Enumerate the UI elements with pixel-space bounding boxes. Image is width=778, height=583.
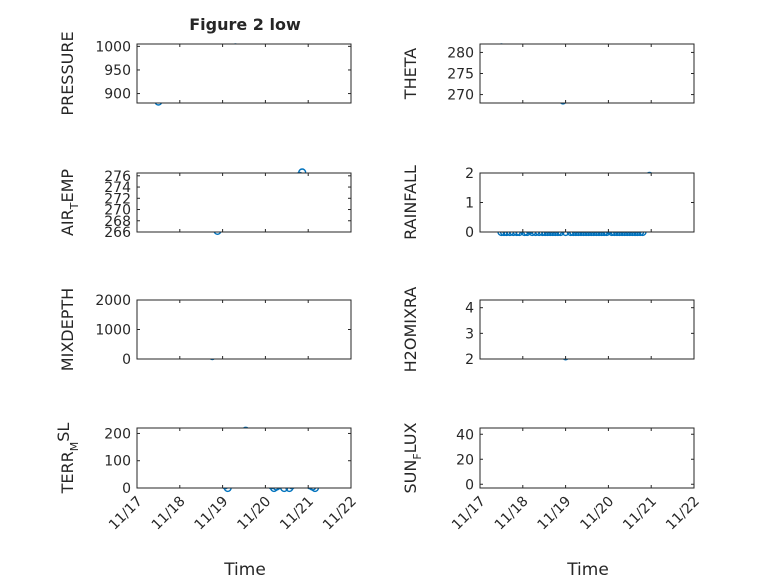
y-tick-label: 276	[104, 169, 131, 185]
y-tick-label: 4	[465, 301, 474, 317]
y-axis-label-subscript: T	[68, 202, 81, 210]
y-axis-label: THETA	[401, 48, 420, 100]
y-tick-label: 900	[104, 87, 131, 103]
subplot-5: 0 1000 2000 MIXDEPTH	[58, 288, 352, 371]
y-axis-label: PRESSURE	[58, 31, 77, 115]
y-tick-label: 0	[122, 481, 131, 497]
y-axis-label-rest: LUX	[401, 422, 420, 453]
y-tick-label: 2000	[95, 293, 131, 309]
figure-title: Figure 2 low	[189, 15, 301, 34]
axes-box	[136, 43, 352, 104]
y-axis-label: SUNFLUX	[401, 422, 424, 493]
axes-box	[136, 427, 352, 489]
axes-box	[136, 172, 352, 233]
x-tick-label: 11/20	[577, 494, 617, 534]
y-tick-label: 0	[465, 225, 474, 241]
y-tick-label: 0	[122, 352, 131, 368]
subplot-2: 270 275 280 THETA	[401, 43, 695, 105]
y-tick-label: 280	[447, 45, 474, 61]
y-tick-label: 20	[456, 452, 474, 468]
x-tick-label: 11/17	[106, 494, 146, 534]
y-axis-label-subscript: M	[68, 442, 81, 452]
x-tick-label: 11/22	[320, 494, 360, 534]
x-tick-label: 11/19	[535, 494, 575, 534]
y-tick-label: 270	[447, 88, 474, 104]
y-axis-label-main: TERR	[58, 451, 77, 494]
y-axis-label: H2OMIXRA	[401, 287, 420, 373]
y-tick-label: 275	[447, 67, 474, 83]
y-tick-label: 950	[104, 63, 131, 79]
y-tick-label: 272	[104, 191, 131, 207]
y-tick-label: 270	[104, 203, 131, 219]
subplot-6: 2 3 4 H2OMIXRA	[401, 287, 695, 373]
x-tick-label: 11/21	[620, 494, 660, 534]
y-tick-label: 2	[465, 352, 474, 368]
y-tick-label: 266	[104, 225, 131, 241]
y-tick-label: 3	[465, 326, 474, 342]
axes-box	[479, 299, 695, 360]
y-tick-label: 274	[104, 180, 131, 196]
y-axis-label-main: SUN	[401, 460, 420, 494]
y-axis-label: MIXDEPTH	[58, 288, 77, 371]
subplot-8: 0 20 40 11/17 11/18 11/19 11/20 11/21 11/22 SUNFL…	[401, 422, 703, 533]
axes-box	[479, 172, 695, 233]
y-tick-label: 268	[104, 214, 131, 230]
y-tick-label: 2	[465, 166, 474, 182]
y-axis-label: TERRMSL	[54, 423, 81, 495]
y-axis-label-superscript: SL	[54, 423, 73, 442]
y-axis-label: RAINFALL	[401, 165, 420, 240]
y-tick-label: 100	[104, 454, 131, 470]
x-tick-label: 11/22	[663, 494, 703, 534]
x-tick-label: 11/17	[449, 494, 489, 534]
y-tick-label: 0	[465, 477, 474, 493]
x-tick-label: 11/19	[192, 494, 232, 534]
x-tick-label: 11/20	[234, 494, 274, 534]
y-tick-label: 1000	[95, 39, 131, 55]
y-tick-label: 40	[456, 427, 474, 443]
y-axis-label: AIRTEMP	[58, 169, 81, 236]
y-axis-label-rest: EMP	[58, 169, 77, 203]
subplot-4: 0 1 2 RAINFALL	[401, 165, 695, 241]
axes-box	[136, 299, 352, 360]
x-tick-label: 11/18	[149, 494, 189, 534]
y-axis-label-main: AIR	[58, 209, 77, 236]
axes-box	[479, 43, 695, 104]
x-axis-label-left: Time	[223, 560, 266, 580]
axes-box	[479, 427, 695, 489]
subplot-1: 900 950 1000 PRESSURE	[58, 31, 352, 116]
y-tick-label: 200	[104, 426, 131, 442]
x-tick-label: 11/21	[277, 494, 317, 534]
y-axis-label-subscript: F	[411, 453, 424, 459]
x-tick-label: 11/18	[492, 494, 532, 534]
subplot-7: 0 100 200 11/17 11/18 11/19 11/20 11/21 11/22 TER…	[54, 423, 360, 534]
y-tick-label: 1	[465, 196, 474, 212]
x-axis-label-right: Time	[566, 560, 609, 580]
y-tick-label: 1000	[95, 323, 131, 339]
